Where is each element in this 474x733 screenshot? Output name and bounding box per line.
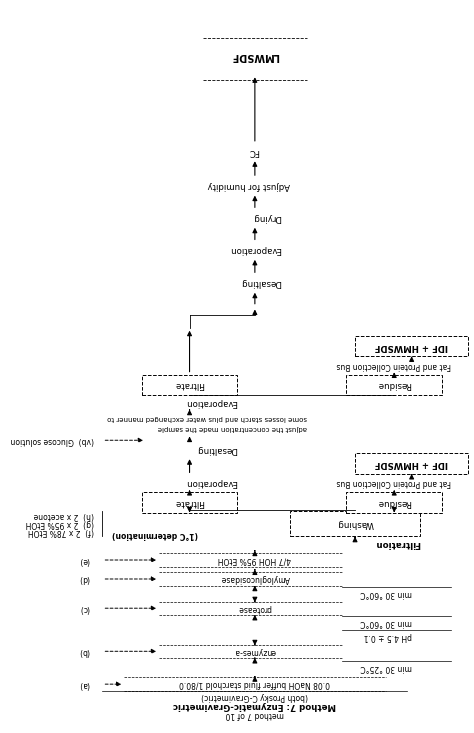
Text: LMWSDF: LMWSDF xyxy=(231,51,279,61)
Text: (g)  2 x 95% EtOH: (g) 2 x 95% EtOH xyxy=(26,519,94,528)
Text: Method 7: Enzymatic-Gravimetric: Method 7: Enzymatic-Gravimetric xyxy=(173,701,337,710)
Bar xyxy=(142,375,237,395)
Text: (both Prosky C-Gravimetric): (both Prosky C-Gravimetric) xyxy=(201,692,308,701)
Text: min 30 °60°C: min 30 °60°C xyxy=(360,589,411,598)
Text: Residue: Residue xyxy=(377,498,411,507)
Text: (c): (c) xyxy=(79,604,90,613)
Text: Evaporation: Evaporation xyxy=(229,245,281,254)
Bar xyxy=(346,492,442,512)
Text: Amyloglucosidase: Amyloglucosidase xyxy=(220,575,290,583)
Text: IDF + HMWSDF: IDF + HMWSDF xyxy=(375,459,448,468)
Text: adjust the concentration made the sample: adjust the concentration made the sample xyxy=(158,425,307,431)
Text: method 7 of 10: method 7 of 10 xyxy=(226,710,284,718)
Text: (f)  2 x 78% EtOH: (f) 2 x 78% EtOH xyxy=(27,527,94,536)
Text: Desalting: Desalting xyxy=(197,444,237,454)
Text: min 30 °60°C: min 30 °60°C xyxy=(360,619,411,627)
Text: min 30 °25°C: min 30 °25°C xyxy=(360,663,411,672)
Text: Evaporation: Evaporation xyxy=(186,478,237,487)
Text: pH 4.5 ± 0.1: pH 4.5 ± 0.1 xyxy=(364,632,411,641)
Text: 4/7 HOH 95% EtOH: 4/7 HOH 95% EtOH xyxy=(218,556,292,564)
Text: some losses starch and plus water exchanged manner to: some losses starch and plus water exchan… xyxy=(107,416,307,421)
Text: Drying: Drying xyxy=(252,213,281,222)
Text: Fat and Protein Collection Bus: Fat and Protein Collection Bus xyxy=(336,361,451,369)
Text: Residue: Residue xyxy=(377,380,411,389)
Text: (h)  2 x acetone: (h) 2 x acetone xyxy=(33,511,94,520)
Text: (b): (b) xyxy=(79,647,90,656)
Text: Desalting: Desalting xyxy=(240,278,281,287)
Bar xyxy=(346,375,442,395)
Text: IDF + HMWSDF: IDF + HMWSDF xyxy=(375,342,448,350)
Text: Washing: Washing xyxy=(337,519,374,528)
Text: Filtration: Filtration xyxy=(375,539,420,548)
Text: Filtrate: Filtrate xyxy=(174,380,205,389)
Bar xyxy=(290,511,420,537)
Text: (a): (a) xyxy=(79,679,90,688)
Text: (1°C determination): (1°C determination) xyxy=(112,530,198,539)
Text: (d): (d) xyxy=(79,575,90,583)
Bar xyxy=(355,336,468,356)
Bar xyxy=(355,454,468,474)
Text: enzymes-a: enzymes-a xyxy=(234,647,276,656)
Text: Adjust for humidity: Adjust for humidity xyxy=(207,181,290,190)
Text: Filtrate: Filtrate xyxy=(174,498,205,507)
Text: 0.08 NaOH buffer fluid starchold 1/80.0: 0.08 NaOH buffer fluid starchold 1/80.0 xyxy=(179,679,330,688)
Text: (vb)  Glucose solution: (vb) Glucose solution xyxy=(10,435,94,445)
Text: Evaporation: Evaporation xyxy=(186,398,237,407)
Bar xyxy=(142,492,237,512)
Text: Fat and Protein Collection Bus: Fat and Protein Collection Bus xyxy=(336,478,451,487)
Text: FC: FC xyxy=(248,147,259,155)
Text: (e): (e) xyxy=(79,556,90,564)
Text: protease: protease xyxy=(238,604,272,613)
